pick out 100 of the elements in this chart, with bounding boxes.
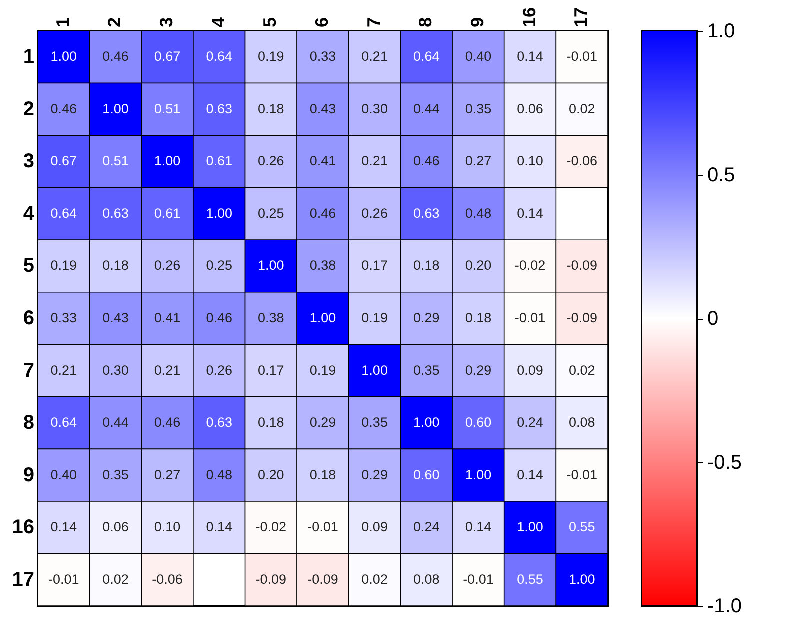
x-tick-label: 3 xyxy=(156,17,177,28)
color-bar-label: 1.0 xyxy=(708,20,736,42)
data-label: 0.19 xyxy=(50,258,78,274)
x-tick-label: 2 xyxy=(104,17,125,28)
data-label: 0.35 xyxy=(362,415,388,430)
data-label: 0.27 xyxy=(465,154,492,169)
data-label: 0.44 xyxy=(102,415,130,430)
data-label: 0.02 xyxy=(362,572,388,587)
color-bar-label: 0.5 xyxy=(708,164,736,186)
data-label: 0.48 xyxy=(206,467,233,482)
data-label: 0.35 xyxy=(465,101,492,116)
x-tick-label: 8 xyxy=(416,17,436,28)
data-label: 0.29 xyxy=(362,467,388,482)
data-label: -0.01 xyxy=(566,49,598,64)
data-label: 0.26 xyxy=(258,154,284,169)
data-label: 0.18 xyxy=(465,310,492,326)
data-label: 0.27 xyxy=(154,467,181,482)
data-label: 0.41 xyxy=(310,154,336,169)
data-label: 0.10 xyxy=(154,520,181,535)
data-label: -0.09 xyxy=(566,258,598,274)
data-label: 1.00 xyxy=(465,467,492,482)
data-label: 0.19 xyxy=(258,49,284,64)
data-label: 0.06 xyxy=(517,101,544,116)
data-label: 0.33 xyxy=(50,310,78,326)
data-label: 1.00 xyxy=(310,310,336,326)
data-label: 0.61 xyxy=(206,154,233,169)
data-label: 0.20 xyxy=(258,467,284,482)
y-tick-label: 2 xyxy=(23,98,34,120)
data-label: 0.14 xyxy=(517,206,544,221)
data-label: 0.02 xyxy=(568,362,596,378)
data-label: 0.21 xyxy=(50,362,78,378)
y-tick-label: 6 xyxy=(23,308,34,330)
data-label: 0.46 xyxy=(413,154,440,169)
data-label: 0.18 xyxy=(258,415,284,430)
data-label: 0.18 xyxy=(413,258,440,274)
data-label: 1.00 xyxy=(413,415,440,430)
data-label: 0.17 xyxy=(362,258,388,274)
data-label: 0.38 xyxy=(258,310,284,326)
data-label: 0.18 xyxy=(310,467,336,482)
data-label: 0.25 xyxy=(206,258,233,274)
data-label: 0.30 xyxy=(102,362,129,378)
data-label: 1.00 xyxy=(154,154,181,169)
data-label: 1.00 xyxy=(517,520,544,535)
data-label: 0.29 xyxy=(310,415,336,430)
x-tick-label: 6 xyxy=(312,17,332,28)
data-label: -0.01 xyxy=(566,467,598,482)
y-tick-label: 9 xyxy=(23,464,34,486)
x-tick-label: 4 xyxy=(208,17,228,28)
data-label: 1.00 xyxy=(568,572,596,587)
data-label: -0.02 xyxy=(514,258,546,274)
data-label: 0.14 xyxy=(465,520,492,535)
data-label: 0.30 xyxy=(362,101,388,116)
y-tick-label: 1 xyxy=(23,46,34,68)
data-label: 0.02 xyxy=(568,101,596,116)
data-label: 0.09 xyxy=(362,520,388,535)
data-label: -0.01 xyxy=(308,520,338,535)
data-label: 0.41 xyxy=(154,310,181,326)
data-label: 0.29 xyxy=(413,310,440,326)
data-label: 1.00 xyxy=(258,258,284,274)
data-label: 0.63 xyxy=(102,206,129,221)
data-label: 0.43 xyxy=(310,101,336,116)
data-label: 0.40 xyxy=(465,49,492,64)
data-label: -0.01 xyxy=(48,572,80,587)
data-label: -0.06 xyxy=(566,154,598,169)
x-tick-label: 7 xyxy=(364,17,384,28)
data-label: 0.43 xyxy=(102,310,129,326)
data-label: 0.29 xyxy=(465,362,492,378)
data-label: 0.33 xyxy=(310,49,336,64)
data-label: 0.24 xyxy=(517,415,544,430)
y-tick-label: 7 xyxy=(23,360,34,382)
data-label: 0.38 xyxy=(310,258,336,274)
data-label: 0.63 xyxy=(206,415,233,430)
data-label: 0.48 xyxy=(465,206,492,221)
data-label: 0.14 xyxy=(50,520,78,535)
data-label: 0.40 xyxy=(50,467,78,482)
data-label: 0.18 xyxy=(258,101,284,116)
data-label: 0.64 xyxy=(50,206,78,221)
data-label: 0.67 xyxy=(50,154,78,169)
data-label: 0.26 xyxy=(206,362,233,378)
data-label: 0.35 xyxy=(413,362,440,378)
data-label: 0.46 xyxy=(154,415,181,430)
data-label: 0.46 xyxy=(206,310,233,326)
data-label: 0.46 xyxy=(102,49,129,64)
data-label: 0.10 xyxy=(517,154,544,169)
data-label: 0.18 xyxy=(102,258,129,274)
data-label: 0.64 xyxy=(413,49,440,64)
data-label: 0.19 xyxy=(362,310,388,326)
data-label: 0.46 xyxy=(310,206,336,221)
color-bar-label: 0 xyxy=(708,308,719,330)
x-tick-label: 16 xyxy=(519,7,540,28)
y-tick-label: 16 xyxy=(12,516,34,539)
x-tick-label: 5 xyxy=(260,17,280,28)
data-label: 0.06 xyxy=(102,520,129,535)
data-label: 1.00 xyxy=(102,101,129,116)
data-label: 0.24 xyxy=(413,520,440,535)
data-label: 0.63 xyxy=(413,206,440,221)
data-label: 1.00 xyxy=(206,206,233,221)
color-bar-label: -1.0 xyxy=(708,596,742,618)
data-label: 0.63 xyxy=(206,101,233,116)
data-label: 0.21 xyxy=(154,362,181,378)
